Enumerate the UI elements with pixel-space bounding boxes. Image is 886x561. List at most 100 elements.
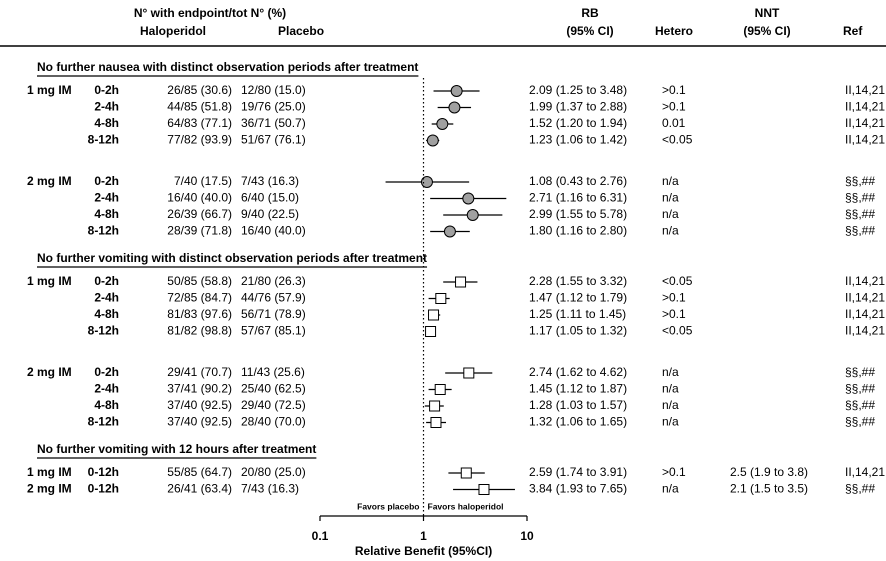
ref: II,14,21 [845,465,885,479]
rb-label: 2.59 (1.74 to 3.91) [529,465,627,479]
x-axis-label: Relative Benefit (95%CI) [355,544,492,558]
period: 2-4h [94,382,119,396]
favors-left: Favors placebo [357,501,419,511]
point-estimate [429,400,441,412]
header-haloperidol: Haloperidol [140,24,206,38]
ref: §§,## [845,224,875,238]
ref: II,14,21 [845,291,885,305]
haloperidol-count: 77/82 (93.9) [167,133,232,147]
rb-label: 2.74 (1.62 to 4.62) [529,365,627,379]
rb-label: 1.32 (1.06 to 1.65) [529,415,627,429]
point-estimate [434,384,446,395]
placebo-count: 44/76 (57.9) [241,291,306,305]
period: 2-4h [94,291,119,305]
haloperidol-count: 29/41 (70.7) [167,365,232,379]
point-estimate [436,118,449,130]
period: 4-8h [94,307,119,321]
placebo-count: 28/40 (70.0) [241,415,306,429]
rb-label: 1.17 (1.05 to 1.32) [529,324,627,338]
period: 2-4h [94,191,119,205]
point-estimate [462,192,475,205]
x-tick-label: 1 [420,529,427,543]
period: 0-12h [88,482,119,496]
haloperidol-count: 16/40 (40.0) [167,191,232,205]
ref: II,14,21 [845,324,885,338]
ref: §§,## [845,191,875,205]
hetero: >0.1 [662,100,686,114]
x-tick-label: 0.1 [312,529,329,543]
dose: 1 mg IM [27,83,72,97]
point-estimate [435,293,447,304]
ref: II,14,21 [845,100,885,114]
hetero: n/a [662,224,679,238]
rb-label: 1.28 (1.03 to 1.57) [529,398,627,412]
ref: II,14,21 [845,133,885,147]
header-rb: RB [581,6,599,20]
hetero: >0.1 [662,465,686,479]
hetero: <0.05 [662,274,693,288]
header-ref: Ref [843,24,863,38]
point-estimate [443,225,456,238]
placebo-count: 20/80 (25.0) [241,465,306,479]
point-estimate [455,276,467,288]
placebo-count: 21/80 (26.3) [241,274,306,288]
hetero: >0.1 [662,83,686,97]
placebo-count: 7/43 (16.3) [241,174,299,188]
period: 0-2h [94,365,119,379]
point-estimate [466,209,479,221]
haloperidol-count: 50/85 (58.8) [167,274,232,288]
placebo-count: 57/67 (85.1) [241,324,306,338]
placebo-count: 16/40 (40.0) [241,224,306,238]
period: 0-2h [94,274,119,288]
haloperidol-count: 37/41 (90.2) [167,382,232,396]
ref: §§,## [845,482,875,496]
header-counts: N° with endpoint/tot N° (%) [134,6,286,20]
dose: 2 mg IM [27,174,72,188]
rb-label: 2.71 (1.16 to 6.31) [529,191,627,205]
rb-label: 1.25 (1.11 to 1.45) [529,307,626,321]
section-title: No further vomiting with distinct observ… [37,251,427,265]
placebo-count: 7/43 (16.3) [241,482,299,496]
hetero: n/a [662,398,679,412]
placebo-count: 29/40 (72.5) [241,398,306,412]
placebo-count: 56/71 (78.9) [241,307,306,321]
haloperidol-count: 81/83 (97.6) [167,307,232,321]
nnt: 2.1 (1.5 to 3.5) [730,482,808,496]
ref: II,14,21 [845,307,885,321]
period: 0-12h [88,465,119,479]
header-rb-ci: (95% CI) [566,24,613,38]
period: 2-4h [94,100,119,114]
hetero: >0.1 [662,291,686,305]
haloperidol-count: 81/82 (98.8) [167,324,232,338]
placebo-count: 9/40 (22.5) [241,207,299,221]
rb-label: 1.80 (1.16 to 2.80) [529,224,627,238]
rb-label: 2.28 (1.55 to 3.32) [529,274,627,288]
period: 8-12h [88,224,119,238]
dose: 2 mg IM [27,365,72,379]
x-tick-label: 10 [520,529,534,543]
period: 0-2h [94,174,119,188]
haloperidol-count: 28/39 (71.8) [167,224,232,238]
placebo-count: 25/40 (62.5) [241,382,306,396]
point-estimate [450,85,463,97]
point-estimate [428,309,440,321]
hetero: <0.05 [662,324,693,338]
hetero: n/a [662,207,679,221]
hetero: n/a [662,482,679,496]
placebo-count: 19/76 (25.0) [241,100,306,114]
hetero: n/a [662,382,679,396]
haloperidol-count: 55/85 (64.7) [167,465,232,479]
placebo-count: 12/80 (15.0) [241,83,306,97]
rb-label: 3.84 (1.93 to 7.65) [529,482,627,496]
point-estimate [430,417,442,428]
hetero: >0.1 [662,307,686,321]
point-estimate [478,484,490,495]
haloperidol-count: 37/40 (92.5) [167,415,232,429]
section-title: No further nausea with distinct observat… [37,60,418,74]
point-estimate [425,326,437,337]
period: 8-12h [88,133,119,147]
haloperidol-count: 64/83 (77.1) [167,116,232,130]
placebo-count: 11/43 (25.6) [241,365,305,379]
header-placebo: Placebo [278,24,324,38]
